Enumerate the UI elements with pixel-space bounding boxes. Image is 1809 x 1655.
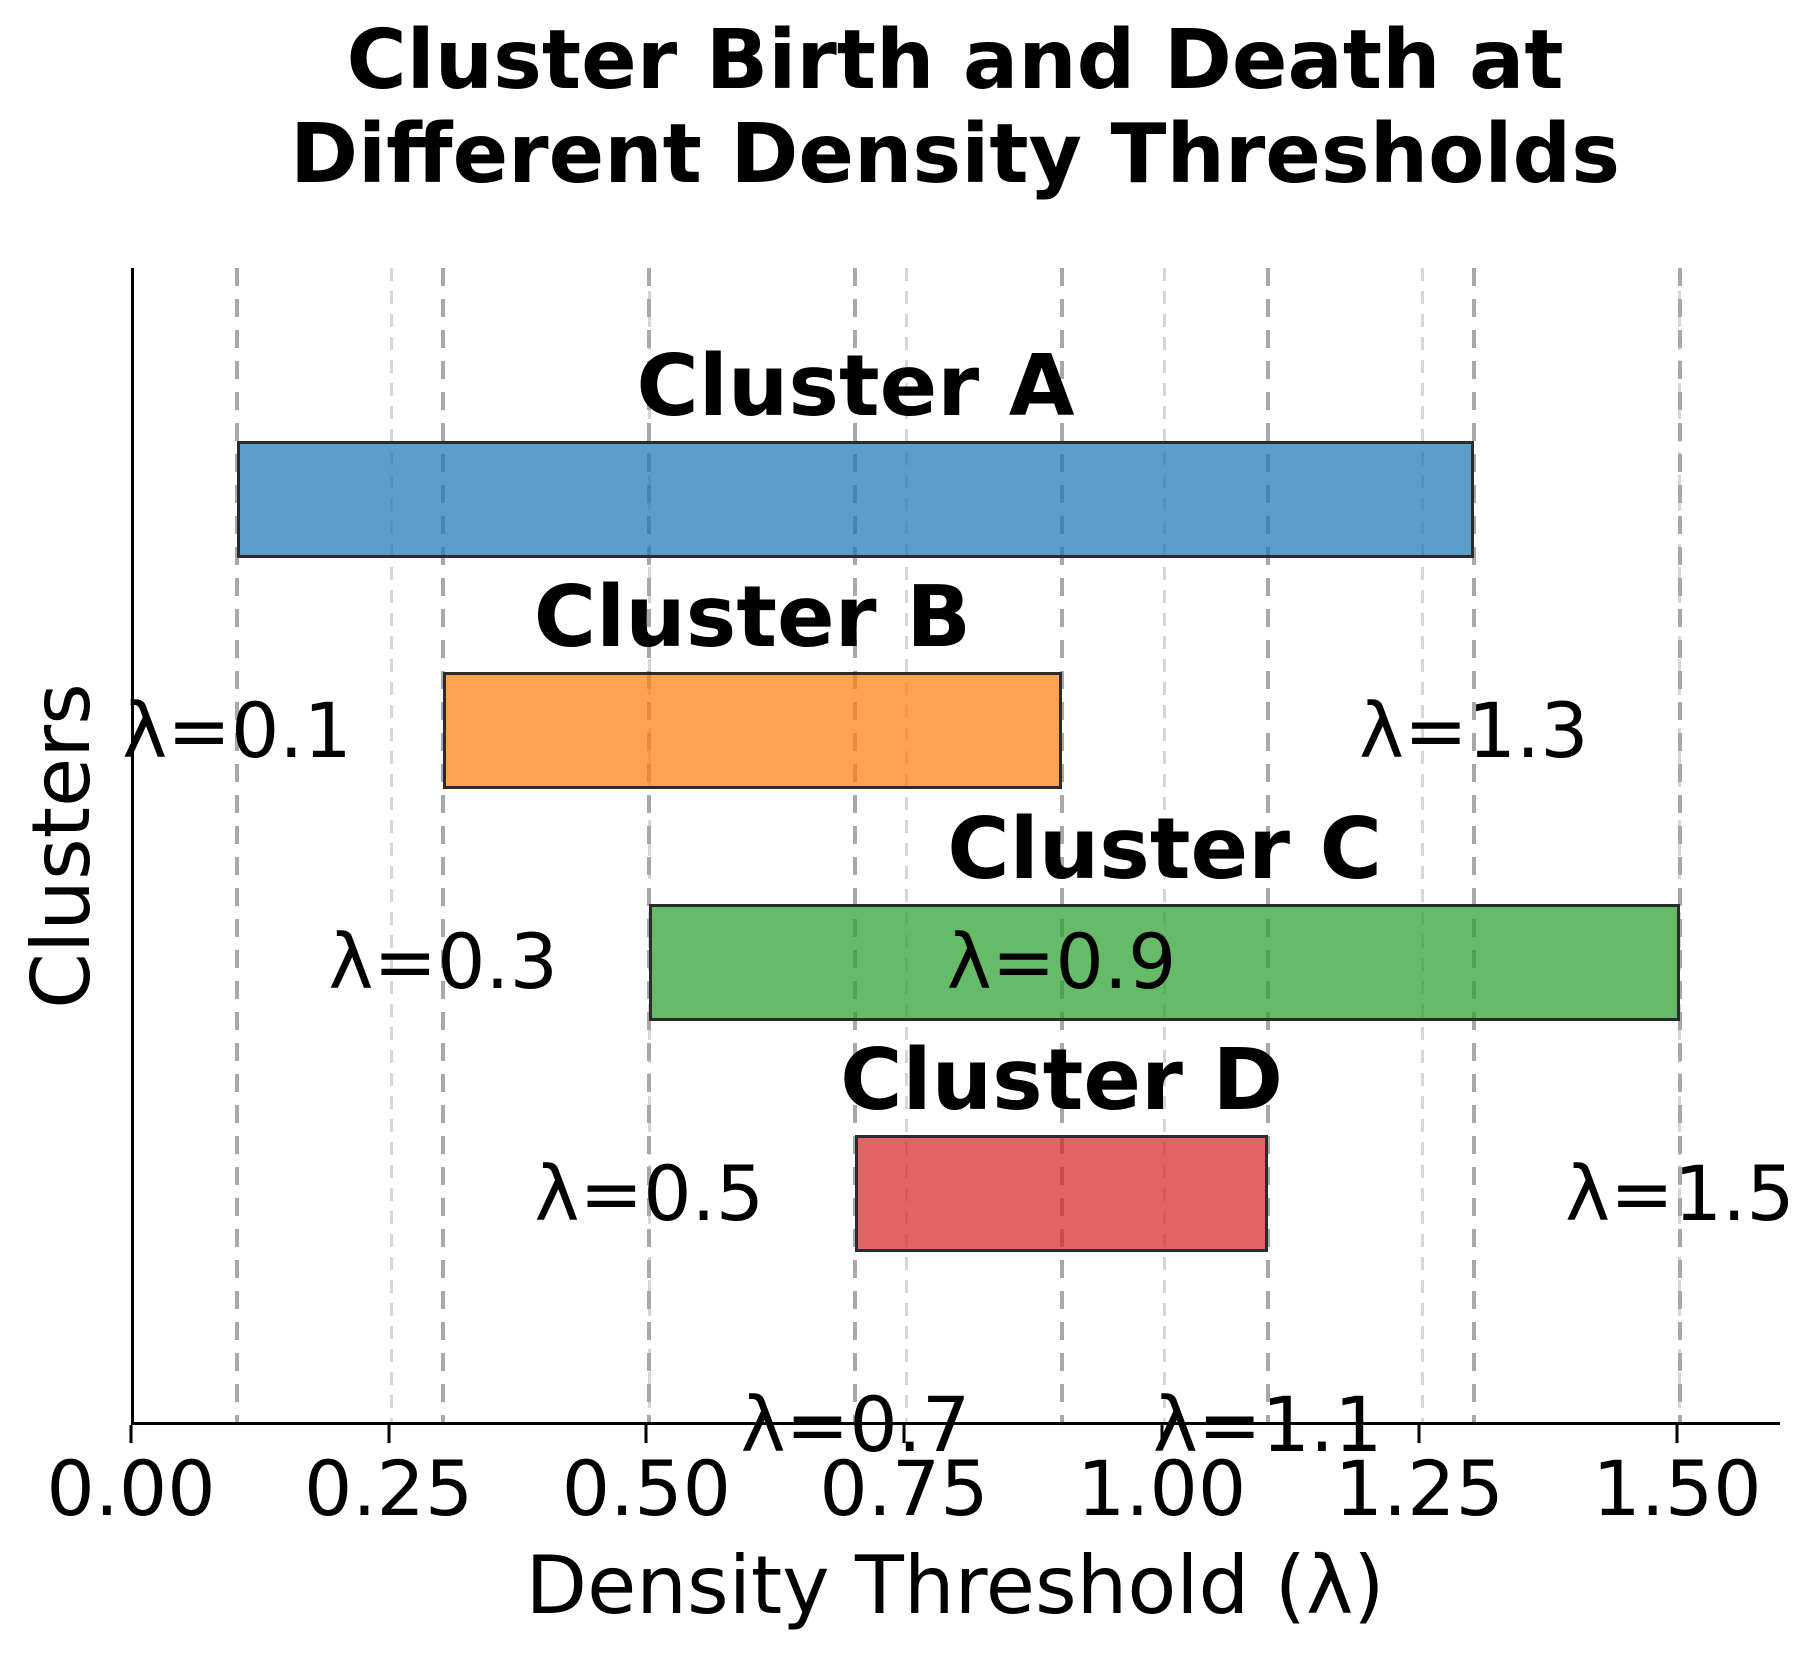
x-tick-mark [387, 1425, 391, 1443]
x-tick-label: 1.25 [1334, 1444, 1504, 1533]
event-gridline [441, 268, 446, 1422]
birth-annotation: λ=0.5 [534, 1148, 765, 1238]
death-annotation: λ=1.3 [1359, 685, 1589, 775]
cluster-bar [649, 903, 1680, 1021]
cluster-name-label: Cluster B [533, 568, 971, 668]
cluster-name-label: Cluster C [947, 799, 1383, 899]
x-tick-mark [129, 1425, 133, 1443]
x-tick-label: 0.00 [46, 1444, 216, 1533]
birth-annotation: λ=0.3 [328, 917, 558, 1007]
death-annotation: λ=1.1 [1152, 1380, 1383, 1469]
birth-annotation: λ=0.7 [740, 1380, 971, 1469]
event-gridline [853, 268, 858, 1422]
x-tick-mark [1160, 1425, 1164, 1443]
x-tick-label: 0.50 [561, 1444, 731, 1533]
cluster-bar [855, 1135, 1268, 1253]
y-axis-label: Clusters [15, 683, 108, 1009]
x-tick-mark [902, 1425, 906, 1443]
cluster-name-label: Cluster A [636, 336, 1075, 436]
chart-title-line-2: Different Density Thresholds [289, 107, 1621, 203]
tick-gridline [905, 268, 909, 1422]
event-gridline [235, 268, 240, 1422]
tick-gridline [1163, 268, 1167, 1422]
x-axis-label: Density Threshold (λ) [525, 1539, 1385, 1632]
x-tick-label: 1.00 [1077, 1444, 1247, 1533]
chart-title: Cluster Birth and Death at Different Den… [289, 13, 1621, 203]
event-gridline [1471, 268, 1476, 1422]
event-gridline [1059, 268, 1064, 1422]
x-tick-label: 0.75 [819, 1444, 989, 1533]
event-gridline [647, 268, 652, 1422]
cluster-bar [237, 440, 1474, 558]
x-tick-label: 0.25 [304, 1444, 474, 1533]
cluster-bar [443, 672, 1062, 790]
event-gridline [1265, 268, 1270, 1422]
birth-annotation: λ=0.1 [122, 685, 352, 775]
x-tick-mark [1417, 1425, 1421, 1443]
plot-area: Cluster A λ=0.1 λ=1.3 Cluster B λ=0.3 λ=0.9 Cl… [122, 268, 1795, 1463]
chart-title-line-1: Cluster Birth and Death at [346, 13, 1564, 108]
event-gridline [1677, 268, 1682, 1422]
death-annotation: λ=1.5 [1565, 1148, 1795, 1238]
tick-gridline [1420, 268, 1424, 1422]
x-tick-mark [644, 1425, 648, 1443]
death-annotation: λ=0.9 [946, 917, 1177, 1007]
x-tick-label: 1.50 [1592, 1444, 1762, 1533]
x-tick-mark [1675, 1425, 1679, 1443]
tick-gridline [390, 268, 394, 1422]
cluster-name-label: Cluster D [840, 1030, 1284, 1130]
